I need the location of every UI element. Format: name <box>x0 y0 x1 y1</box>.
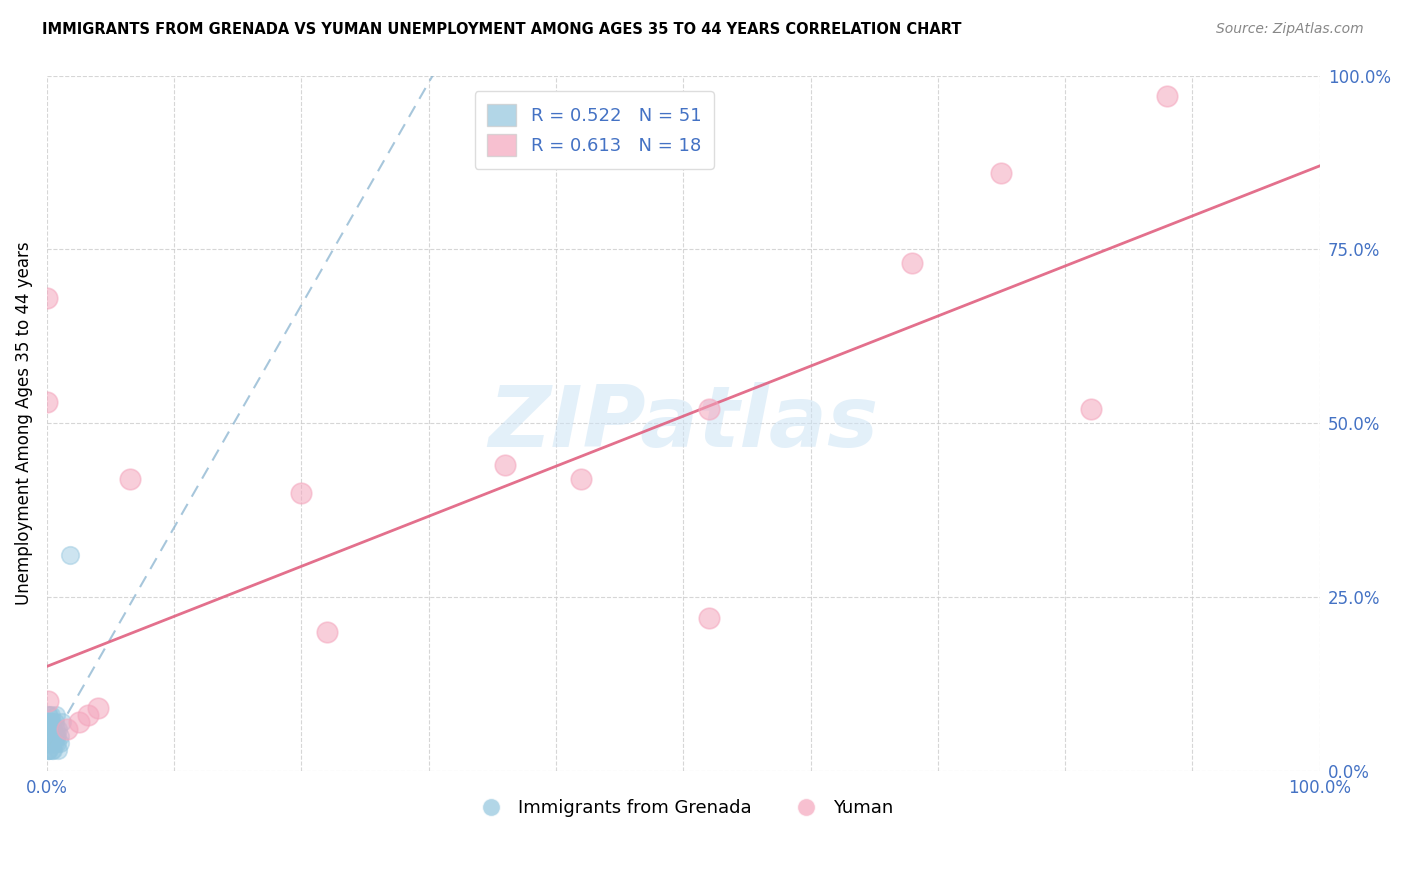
Point <box>41 736 63 750</box>
Point <box>37 729 59 743</box>
Point <box>35 395 58 409</box>
Point <box>37 729 59 743</box>
Point <box>46 729 69 743</box>
Point <box>39 729 62 743</box>
Point <box>571 472 593 486</box>
Point <box>44 736 66 750</box>
Point <box>290 485 312 500</box>
Point <box>41 729 63 743</box>
Point <box>38 722 60 736</box>
Point <box>41 714 63 729</box>
Point <box>87 701 110 715</box>
Point <box>38 714 60 729</box>
Point <box>42 729 65 743</box>
Point <box>44 714 66 729</box>
Point <box>38 729 60 743</box>
Point <box>38 708 60 723</box>
Point <box>901 256 924 270</box>
Point <box>39 722 62 736</box>
Point <box>41 743 63 757</box>
Point <box>48 736 70 750</box>
Point <box>38 729 60 743</box>
Point <box>37 694 59 708</box>
Point <box>990 166 1012 180</box>
Point <box>45 722 67 736</box>
Point <box>316 624 339 639</box>
Point <box>59 548 82 562</box>
Point <box>37 736 59 750</box>
Point <box>39 736 62 750</box>
Point <box>67 714 90 729</box>
Point <box>35 291 58 305</box>
Point <box>45 729 67 743</box>
Point <box>37 714 59 729</box>
Point <box>45 708 67 723</box>
Y-axis label: Unemployment Among Ages 35 to 44 years: Unemployment Among Ages 35 to 44 years <box>15 242 32 605</box>
Point <box>46 743 69 757</box>
Legend: Immigrants from Grenada, Yuman: Immigrants from Grenada, Yuman <box>465 792 901 824</box>
Point <box>56 722 79 736</box>
Point <box>38 743 60 757</box>
Point <box>35 722 58 736</box>
Point <box>38 736 60 750</box>
Point <box>37 743 59 757</box>
Point <box>118 472 141 486</box>
Point <box>697 402 720 417</box>
Point <box>39 729 62 743</box>
Point <box>38 729 60 743</box>
Text: Source: ZipAtlas.com: Source: ZipAtlas.com <box>1216 22 1364 37</box>
Point <box>46 722 69 736</box>
Point <box>494 458 516 472</box>
Point <box>42 743 65 757</box>
Point <box>51 714 73 729</box>
Point <box>46 736 69 750</box>
Point <box>37 743 59 757</box>
Point <box>39 736 62 750</box>
Point <box>697 611 720 625</box>
Point <box>42 722 65 736</box>
Point <box>76 708 98 723</box>
Point <box>48 729 70 743</box>
Point <box>41 722 63 736</box>
Point <box>39 708 62 723</box>
Point <box>44 729 66 743</box>
Text: IMMIGRANTS FROM GRENADA VS YUMAN UNEMPLOYMENT AMONG AGES 35 TO 44 YEARS CORRELAT: IMMIGRANTS FROM GRENADA VS YUMAN UNEMPLO… <box>42 22 962 37</box>
Point <box>1156 89 1178 103</box>
Point <box>39 729 62 743</box>
Point <box>37 708 59 723</box>
Point <box>37 722 59 736</box>
Point <box>38 736 60 750</box>
Point <box>38 722 60 736</box>
Point <box>35 736 58 750</box>
Text: ZIPatlas: ZIPatlas <box>488 382 879 465</box>
Point <box>1080 402 1102 417</box>
Point <box>39 714 62 729</box>
Point <box>42 736 65 750</box>
